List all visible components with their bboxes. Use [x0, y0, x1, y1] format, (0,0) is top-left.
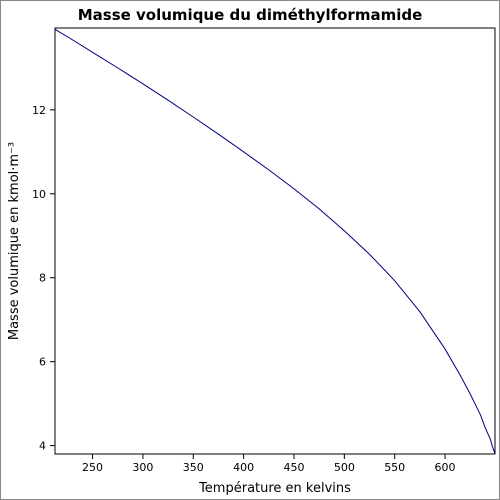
series-layer: [54, 28, 496, 455]
x-tick-label: 250: [82, 461, 103, 474]
x-tick-label: 400: [233, 461, 254, 474]
y-tick-label: 6: [39, 356, 46, 369]
x-axis: 250 300 350 400 450 500 550 600: [82, 454, 456, 474]
x-tick-label: 600: [435, 461, 456, 474]
plot-area: [54, 27, 496, 455]
y-axis: 4 6 8 10 12: [32, 104, 55, 453]
chart-title: Masse volumique du diméthylformamide: [78, 6, 423, 24]
y-tick-label: 4: [39, 440, 46, 453]
y-axis-label: Masse volumique en kmol·m⁻³: [7, 142, 22, 340]
series-line-0: [54, 28, 496, 455]
x-tick-label: 450: [283, 461, 304, 474]
x-tick-label: 350: [183, 461, 204, 474]
x-axis-label: Température en kelvins: [198, 481, 351, 496]
x-tick-label: 550: [384, 461, 405, 474]
x-tick-label: 500: [334, 461, 355, 474]
y-tick-label: 10: [32, 188, 46, 201]
y-tick-label: 8: [39, 272, 46, 285]
y-tick-label: 12: [32, 104, 46, 117]
x-tick-label: 300: [132, 461, 153, 474]
